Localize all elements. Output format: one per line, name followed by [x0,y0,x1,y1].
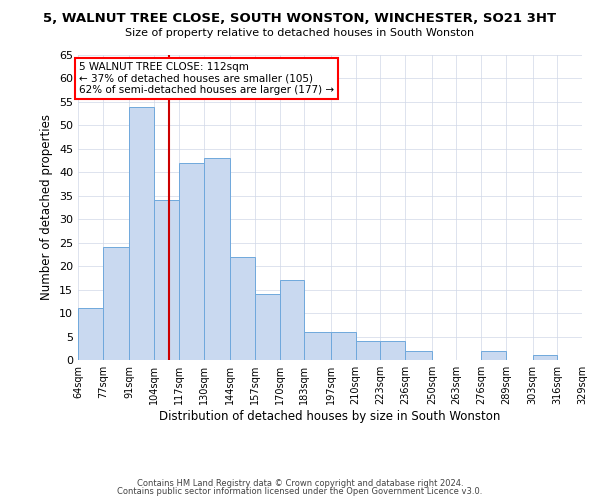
Bar [380,341,405,360]
Text: 5, WALNUT TREE CLOSE, SOUTH WONSTON, WINCHESTER, SO21 3HT: 5, WALNUT TREE CLOSE, SOUTH WONSTON, WIN… [43,12,557,26]
Bar [356,341,380,360]
Text: Contains HM Land Registry data © Crown copyright and database right 2024.: Contains HM Land Registry data © Crown c… [137,478,463,488]
Bar [533,356,557,360]
Bar [304,332,331,360]
Bar [255,294,280,360]
Bar [203,158,230,360]
Bar [154,200,179,360]
Bar [179,163,203,360]
Bar [230,257,255,360]
X-axis label: Distribution of detached houses by size in South Wonston: Distribution of detached houses by size … [160,410,500,423]
Text: Contains public sector information licensed under the Open Government Licence v3: Contains public sector information licen… [118,487,482,496]
Bar [78,308,103,360]
Y-axis label: Number of detached properties: Number of detached properties [40,114,53,300]
Bar [130,106,154,360]
Bar [103,248,130,360]
Bar [331,332,356,360]
Bar [280,280,304,360]
Text: 5 WALNUT TREE CLOSE: 112sqm
← 37% of detached houses are smaller (105)
62% of se: 5 WALNUT TREE CLOSE: 112sqm ← 37% of det… [79,62,334,95]
Text: Size of property relative to detached houses in South Wonston: Size of property relative to detached ho… [125,28,475,38]
Bar [405,350,432,360]
Bar [481,350,506,360]
